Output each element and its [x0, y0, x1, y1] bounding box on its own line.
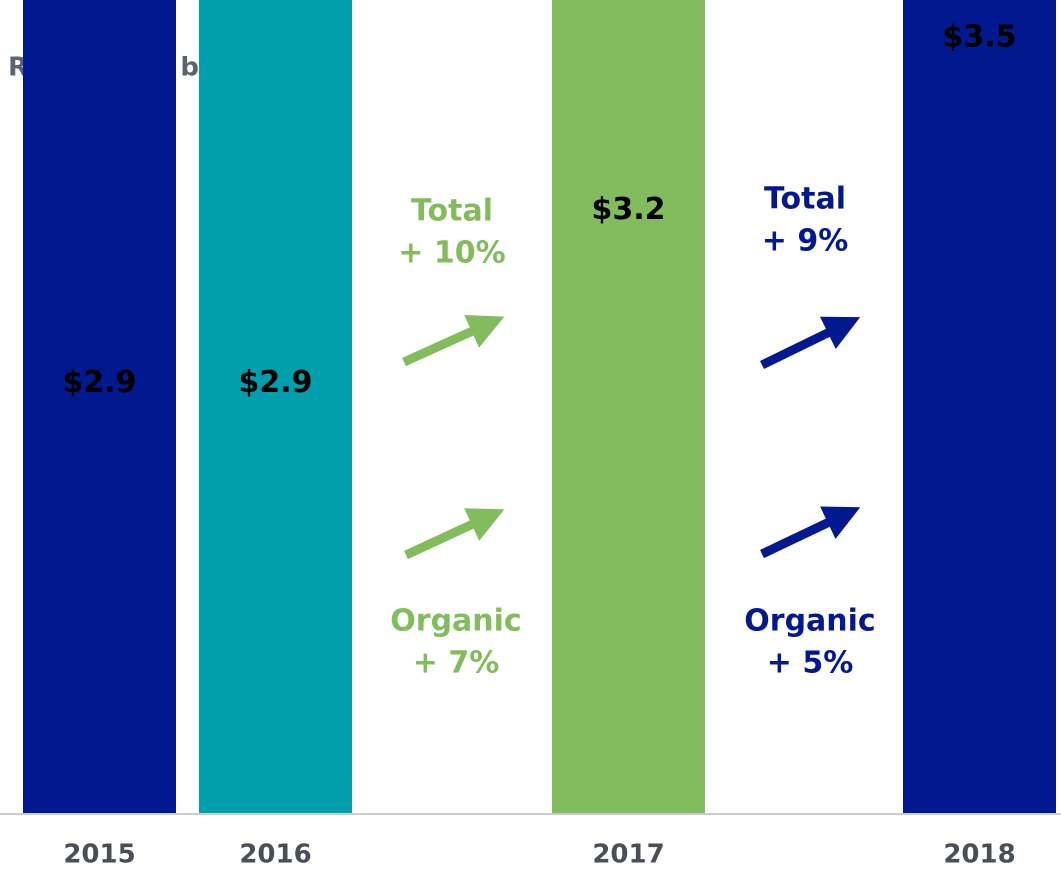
data-label: $3.5	[942, 19, 1016, 54]
annotation: + 9%	[762, 224, 849, 259]
x-tick-label: 2016	[239, 840, 311, 870]
arrow	[760, 506, 861, 559]
arrow	[402, 315, 505, 367]
arrow	[760, 316, 861, 370]
arrow	[404, 508, 505, 560]
annotation: + 7%	[413, 646, 500, 681]
annotation: + 10%	[398, 236, 505, 271]
bar	[23, 0, 176, 813]
x-tick-label: 2018	[943, 840, 1015, 870]
annotation: Total	[411, 194, 493, 229]
bar	[199, 0, 352, 813]
annotation: Total	[764, 182, 846, 217]
bar	[903, 0, 1056, 813]
annotation: Organic	[390, 604, 521, 639]
data-label: $3.2	[591, 192, 665, 227]
x-tick-label: 2015	[63, 840, 135, 870]
x-tick-label: 2017	[592, 840, 664, 870]
data-label: $2.9	[62, 365, 136, 400]
data-label: $2.9	[238, 365, 312, 400]
bar	[552, 0, 705, 814]
annotation: Organic	[744, 604, 875, 639]
annotation: + 5%	[767, 646, 854, 681]
